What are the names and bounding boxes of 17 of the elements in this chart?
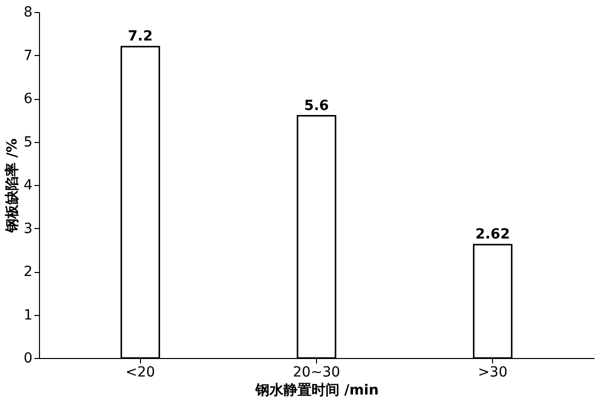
y-tick-label: 4	[24, 178, 33, 194]
y-tick-label: 3	[24, 220, 32, 237]
data-label: 7.2	[128, 28, 153, 45]
y-tick-label: 5	[24, 134, 32, 150]
y-tick-label: 0	[24, 350, 32, 366]
y-axis-title: 钢板缺陷率 /%	[4, 138, 21, 234]
y-tick-label: 2	[24, 264, 32, 280]
x-tick-label: 20~30	[292, 364, 340, 380]
y-tick-label: 8	[24, 4, 32, 20]
x-axis-title: 钢水静置时间 /min	[254, 382, 379, 398]
y-tick-label: 7	[24, 48, 32, 64]
y-tick-label: 6	[24, 91, 33, 107]
y-tick-label: 1	[24, 307, 32, 324]
x-tick-label: >30	[478, 364, 508, 380]
data-label: 5.6	[304, 98, 329, 114]
data-label: 2.62	[475, 226, 510, 243]
x-tick-label: <20	[126, 364, 156, 380]
